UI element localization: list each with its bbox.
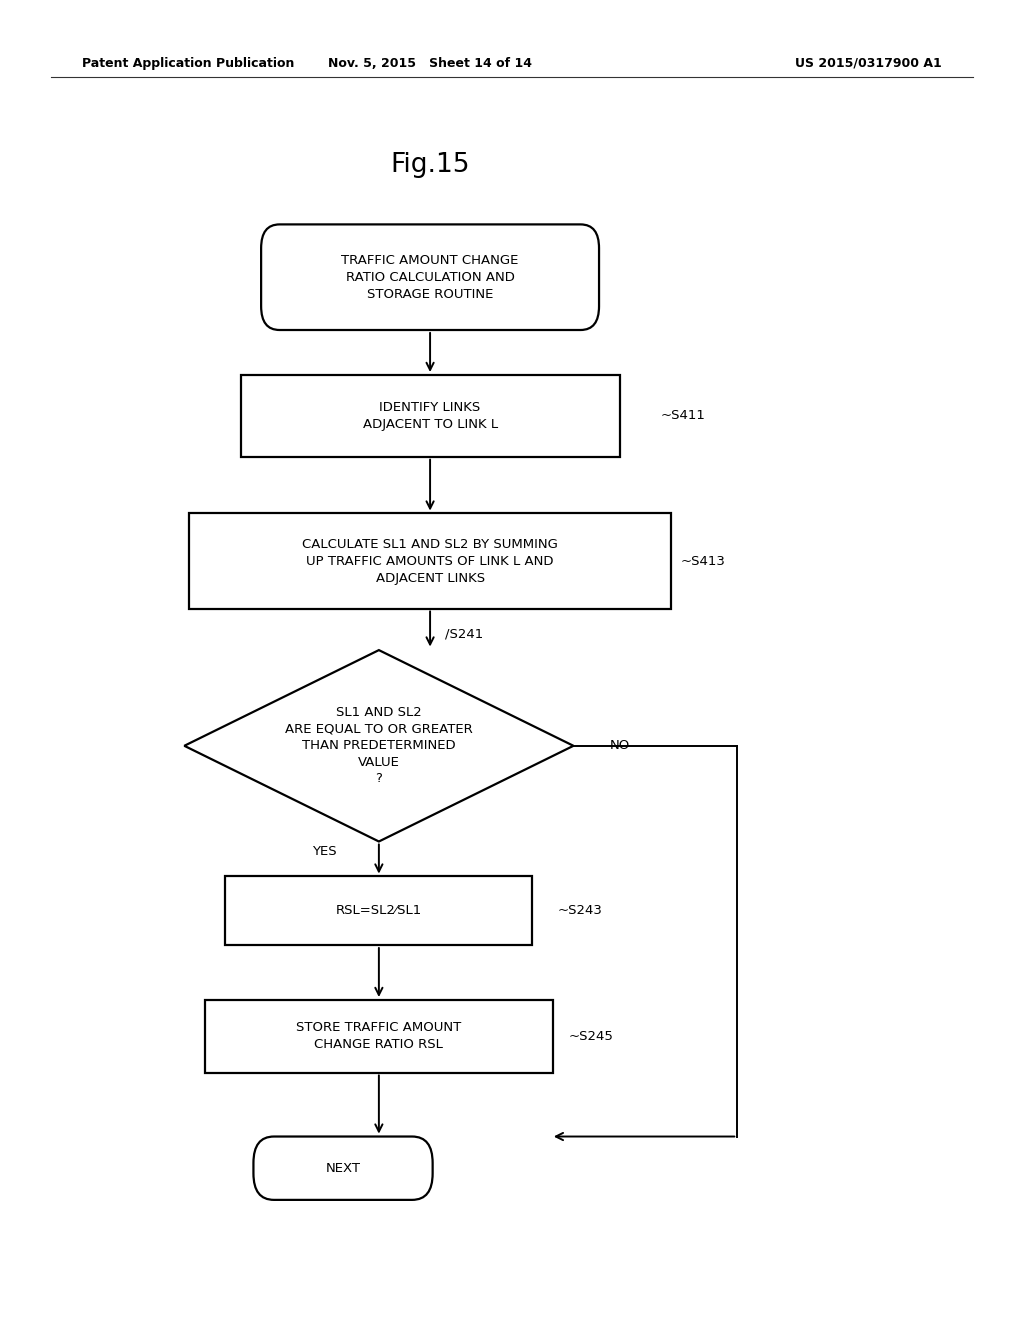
Text: TRAFFIC AMOUNT CHANGE
RATIO CALCULATION AND
STORAGE ROUTINE: TRAFFIC AMOUNT CHANGE RATIO CALCULATION … [341,253,519,301]
Bar [225,876,532,945]
Text: YES: YES [312,845,337,858]
Text: IDENTIFY LINKS
ADJACENT TO LINK L: IDENTIFY LINKS ADJACENT TO LINK L [362,401,498,430]
Text: Patent Application Publication: Patent Application Publication [82,57,294,70]
Text: Nov. 5, 2015   Sheet 14 of 14: Nov. 5, 2015 Sheet 14 of 14 [328,57,532,70]
Text: ~S413: ~S413 [681,554,726,568]
Text: Fig.15: Fig.15 [390,152,470,178]
Bar [189,513,671,609]
Polygon shape [184,651,573,842]
Text: STORE TRAFFIC AMOUNT
CHANGE RATIO RSL: STORE TRAFFIC AMOUNT CHANGE RATIO RSL [296,1022,462,1051]
Text: CALCULATE SL1 AND SL2 BY SUMMING
UP TRAFFIC AMOUNTS OF LINK L AND
ADJACENT LINKS: CALCULATE SL1 AND SL2 BY SUMMING UP TRAF… [302,537,558,585]
Text: /S241: /S241 [445,627,483,640]
Bar [205,1001,553,1072]
Text: SL1 AND SL2
ARE EQUAL TO OR GREATER
THAN PREDETERMINED
VALUE
?: SL1 AND SL2 ARE EQUAL TO OR GREATER THAN… [285,706,473,785]
Text: ~S243: ~S243 [558,904,603,917]
Text: US 2015/0317900 A1: US 2015/0317900 A1 [796,57,942,70]
Text: ~S411: ~S411 [660,409,706,422]
FancyBboxPatch shape [254,1137,432,1200]
Text: NEXT: NEXT [326,1162,360,1175]
Bar [241,375,620,457]
Text: RSL=SL2⁄SL1: RSL=SL2⁄SL1 [336,904,422,917]
Text: NO: NO [609,739,630,752]
FancyBboxPatch shape [261,224,599,330]
Text: ~S245: ~S245 [568,1030,613,1043]
